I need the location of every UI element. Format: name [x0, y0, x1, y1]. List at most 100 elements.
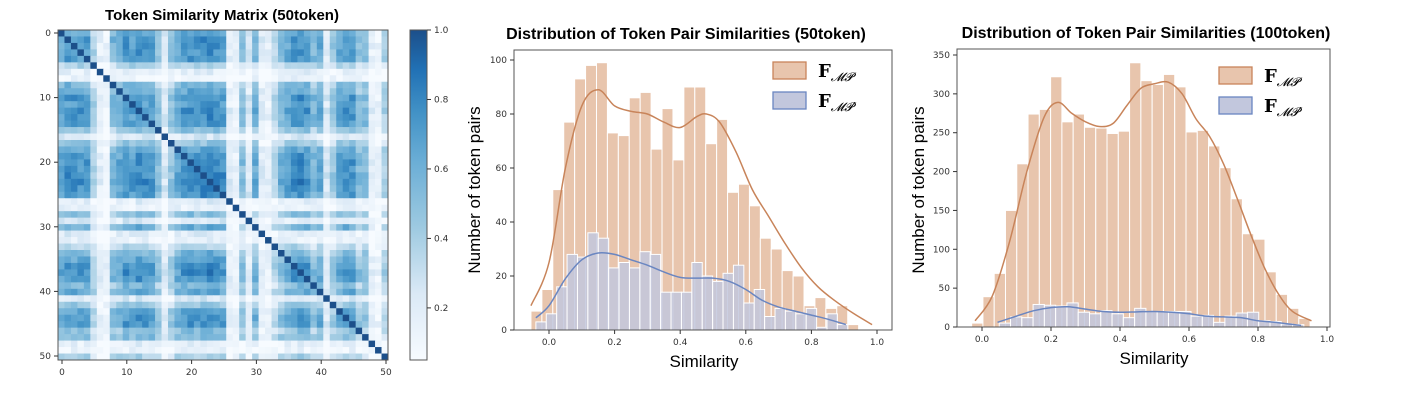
heatmap-cell	[70, 68, 78, 76]
heatmap-cell	[90, 81, 98, 89]
heatmap-cell	[368, 314, 376, 322]
heatmap-cell	[219, 256, 227, 264]
heatmap-cell	[96, 49, 104, 57]
heatmap-cell	[187, 146, 195, 154]
heatmap-cell	[226, 42, 234, 50]
heatmap-cell	[239, 185, 247, 193]
heatmap-cell	[168, 217, 175, 225]
heatmap-cell	[316, 230, 324, 238]
heatmap-cell	[70, 288, 78, 296]
heatmap-cell	[187, 114, 195, 121]
heatmap-cell	[187, 178, 195, 186]
heatmap-cell	[303, 269, 311, 277]
heatmap-cell	[58, 204, 65, 212]
heatmap-cell	[168, 347, 175, 354]
heatmap-cell	[193, 334, 201, 341]
heatmap-cell	[290, 159, 298, 167]
heatmap-cell	[349, 55, 357, 63]
heatmap-cell	[83, 340, 91, 348]
heatmap-cell	[168, 340, 175, 348]
heatmap-cell	[239, 152, 247, 160]
heatmap-cell	[58, 152, 65, 160]
heatmap-cell	[180, 269, 188, 277]
heatmap-cell	[258, 36, 266, 44]
heatmap-cell	[316, 30, 324, 37]
heatmap-cell	[96, 198, 104, 206]
heatmap-cell	[180, 243, 188, 251]
heatmap-cell	[193, 275, 201, 283]
histogram-bar	[691, 262, 703, 331]
heatmap-cell	[77, 321, 85, 329]
heatmap-cell	[168, 204, 175, 212]
heatmap-cell	[122, 282, 130, 290]
heatmap-cell	[200, 42, 208, 50]
heatmap-cell	[193, 62, 201, 70]
heatmap-cell	[252, 269, 259, 277]
heatmap-cell	[142, 191, 149, 199]
heatmap-cell	[252, 172, 259, 180]
heatmap-cell	[329, 62, 337, 70]
heatmap-cell	[77, 178, 85, 186]
heatmap-cell	[284, 237, 292, 244]
heatmap-cell	[265, 204, 272, 212]
heatmap-cell	[226, 327, 234, 335]
heatmap-cell	[290, 185, 298, 193]
heatmap-cell	[323, 68, 331, 76]
heatmap-cell	[174, 237, 182, 244]
heatmap-cell	[258, 107, 266, 115]
heatmap-cell	[96, 308, 104, 316]
heatmap-cell	[187, 159, 195, 167]
heatmap-cell	[252, 159, 259, 167]
heatmap-cell	[96, 250, 104, 257]
heatmap-cell	[316, 269, 324, 277]
heatmap-cell	[187, 347, 195, 354]
heatmap-cell	[58, 107, 65, 115]
heatmap-cell	[142, 49, 149, 57]
heatmap-cell	[226, 165, 234, 173]
heatmap-cell	[329, 230, 337, 238]
heatmap-cell	[290, 256, 298, 264]
heatmap-cell	[77, 256, 85, 264]
histogram-bar	[712, 280, 724, 331]
heatmap-cell	[96, 172, 104, 180]
heatmap-cell	[239, 114, 247, 121]
heatmap-cell	[329, 204, 337, 212]
heatmap-cell	[83, 178, 91, 186]
heatmap-cell	[252, 211, 259, 219]
heatmap-cell	[180, 114, 188, 121]
histogram-100token-xlabel: Similarity	[1120, 349, 1189, 368]
heatmap-cell	[375, 172, 382, 180]
heatmap-cell	[155, 314, 162, 322]
heatmap-cell	[252, 321, 259, 329]
heatmap-cell	[200, 256, 208, 264]
heatmap-cell	[64, 211, 72, 219]
heatmap-cell	[142, 42, 149, 50]
heatmap-cell	[129, 198, 137, 206]
heatmap-cell	[90, 140, 98, 147]
heatmap-cell	[342, 262, 350, 270]
heatmap-cell	[290, 178, 298, 186]
heatmap-cell	[349, 178, 357, 186]
heatmap-cell	[148, 340, 156, 348]
heatmap-cell	[58, 146, 65, 154]
heatmap-cell	[77, 127, 85, 134]
heatmap-x-tick: 40	[315, 368, 327, 378]
heatmap-cell	[206, 75, 214, 83]
heatmap-cell	[290, 55, 298, 63]
heatmap-cell	[381, 269, 389, 277]
heatmap-cell	[297, 237, 305, 244]
heatmap-cell	[323, 152, 331, 160]
heatmap-cell	[368, 340, 376, 348]
heatmap-cell	[109, 49, 117, 57]
heatmap-cell	[342, 301, 350, 309]
heatmap-svg: Token Similarity Matrix (50token) 0 10 20 3…	[40, 7, 449, 378]
heatmap-cell	[77, 191, 85, 199]
heatmap-cell	[336, 275, 344, 283]
heatmap-cell	[278, 30, 285, 37]
heatmap-cell	[187, 204, 195, 212]
heatmap-cell	[336, 334, 344, 341]
heatmap-cell	[168, 127, 175, 134]
heatmap-cell	[239, 275, 247, 283]
heatmap-cell	[303, 282, 311, 290]
heatmap-cell	[122, 140, 130, 147]
